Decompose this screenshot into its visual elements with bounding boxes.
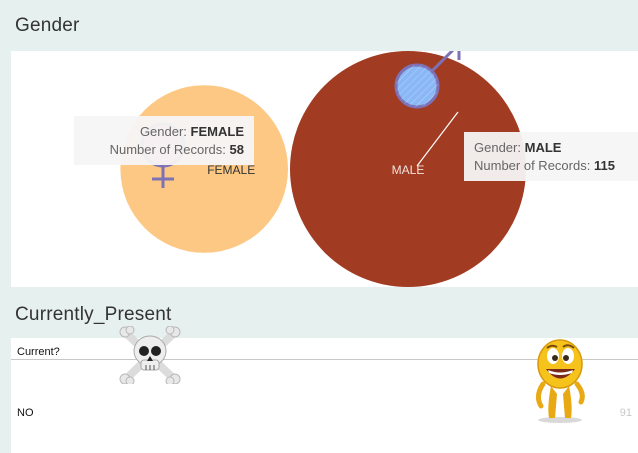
present-row-label: NO bbox=[17, 407, 34, 419]
bubble-female[interactable] bbox=[120, 85, 289, 253]
tooltip-connector bbox=[416, 111, 459, 167]
present-row-value: 91 bbox=[619, 407, 632, 419]
tooltip-measure-label: Number of Records: bbox=[474, 158, 591, 173]
present-divider bbox=[11, 359, 638, 360]
tooltip-female: Gender: FEMALE Number of Records: 58 bbox=[74, 116, 254, 165]
tooltip-male: Gender: MALE Number of Records: 115 bbox=[464, 132, 638, 181]
present-column-header: Current? bbox=[17, 346, 60, 358]
tooltip-field-value: MALE bbox=[524, 140, 562, 155]
bubble-label-female: FEMALE bbox=[207, 163, 255, 177]
present-section-title: Currently_Present bbox=[15, 304, 172, 325]
present-table: Current? NO 91 bbox=[11, 326, 638, 453]
gender-section-title: Gender bbox=[15, 15, 80, 36]
tooltip-measure-value: 115 bbox=[593, 158, 615, 173]
tooltip-measure-value: 58 bbox=[229, 142, 244, 157]
male-symbol-icon bbox=[394, 51, 461, 109]
smiling-emoji-icon bbox=[535, 339, 585, 423]
tooltip-measure-label: Number of Records: bbox=[109, 142, 226, 157]
bubble-label-male: MALE bbox=[392, 163, 425, 177]
gender-bubble-chart: FEMALE MALE Gender: FEMALE Number of Reco… bbox=[11, 51, 638, 287]
tooltip-field-value: FEMALE bbox=[190, 124, 244, 139]
skull-crossbones-icon bbox=[119, 326, 181, 384]
tooltip-field-label: Gender: bbox=[474, 140, 521, 155]
bubble-male[interactable] bbox=[290, 51, 526, 287]
tooltip-field-label: Gender: bbox=[139, 124, 187, 139]
